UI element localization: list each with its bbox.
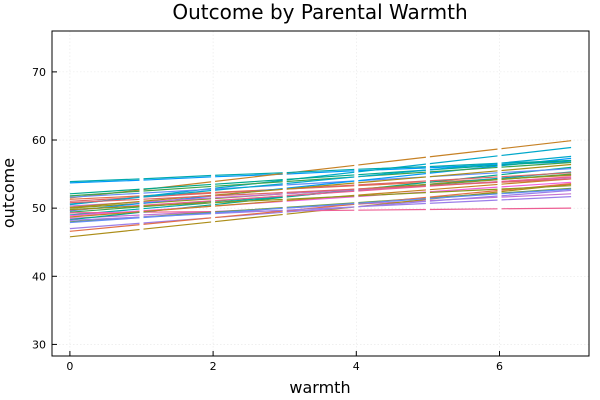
y-tick-label: 30 [32,338,46,351]
series-line-27 [69,155,572,205]
y-tick-label: 70 [32,66,46,79]
y-tick-label: 40 [32,270,46,283]
x-tick-label: 2 [210,360,217,373]
series-layer [69,136,572,241]
series-line-25 [69,159,572,195]
series-line-18 [69,183,572,232]
series-line-30 [69,178,572,204]
series-line-13 [69,168,572,198]
series-line-1 [69,161,572,184]
x-tick-label: 4 [353,360,360,373]
tick-layer: 0 2 4 6 30 40 50 60 70 [32,66,503,373]
y-tick-label: 50 [32,202,46,215]
series-line-7 [69,207,572,214]
series-line-11 [69,146,572,206]
chart-title: Outcome by Parental Warmth [172,0,467,24]
y-tick-label: 60 [32,134,46,147]
series-line-26 [69,185,572,211]
plot-frame [51,30,590,357]
series-line-19 [69,161,572,197]
x-tick-label: 0 [66,360,73,373]
x-tick-label: 6 [496,360,503,373]
x-axis-label: warmth [289,378,350,397]
series-line-17 [69,157,572,212]
series-line-29 [69,188,572,224]
series-line-21 [69,163,572,209]
series-line-12 [69,189,572,230]
y-axis-label: outcome [0,158,18,228]
